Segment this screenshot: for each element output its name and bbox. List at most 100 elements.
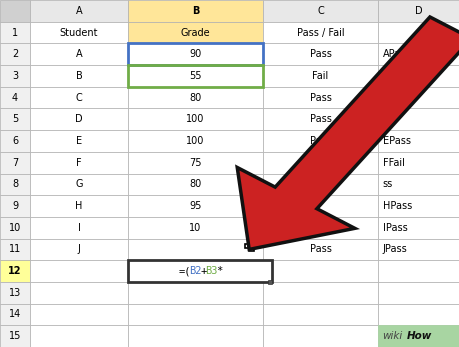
Text: 2: 2 xyxy=(12,49,18,59)
Text: 80: 80 xyxy=(189,93,201,103)
Bar xyxy=(263,108,377,130)
Bar xyxy=(0,152,30,174)
Text: Pass: Pass xyxy=(309,93,331,103)
Text: Pass: Pass xyxy=(309,49,331,59)
Bar xyxy=(263,282,377,304)
Bar xyxy=(30,260,128,282)
Bar xyxy=(377,195,459,217)
Text: 11: 11 xyxy=(9,244,21,254)
Text: JPass: JPass xyxy=(382,244,407,254)
Bar xyxy=(128,22,263,43)
Bar xyxy=(263,22,377,43)
Text: 5: 5 xyxy=(12,114,18,124)
Text: HPass: HPass xyxy=(382,201,411,211)
Bar xyxy=(128,152,263,174)
Text: s: s xyxy=(382,93,387,103)
Text: Fail: Fail xyxy=(312,71,328,81)
Bar xyxy=(263,0,377,22)
Bar xyxy=(0,174,30,195)
Text: H: H xyxy=(75,201,83,211)
Text: Pass: Pass xyxy=(309,114,331,124)
Text: Student: Student xyxy=(60,27,98,37)
Text: APass: APass xyxy=(382,49,410,59)
Text: Pass: Pass xyxy=(309,179,331,189)
Text: 100: 100 xyxy=(186,114,204,124)
Bar xyxy=(128,260,272,282)
Text: ass: ass xyxy=(382,114,398,124)
Bar xyxy=(0,325,30,347)
Text: =(: =( xyxy=(179,266,191,276)
Bar xyxy=(377,152,459,174)
Bar xyxy=(30,217,128,239)
Bar xyxy=(377,87,459,108)
Bar xyxy=(0,195,30,217)
Text: 9: 9 xyxy=(12,201,18,211)
Text: F: F xyxy=(76,158,82,168)
Bar xyxy=(128,282,263,304)
Bar xyxy=(0,43,30,65)
Polygon shape xyxy=(237,17,459,249)
Text: Pass / Fail: Pass / Fail xyxy=(296,27,344,37)
Bar xyxy=(128,65,263,87)
Text: G: G xyxy=(75,179,83,189)
Text: B3: B3 xyxy=(205,266,218,276)
Text: D: D xyxy=(414,6,422,16)
Text: E: E xyxy=(76,136,82,146)
Bar xyxy=(263,195,377,217)
Bar xyxy=(0,65,30,87)
Bar xyxy=(128,43,263,65)
Text: 90: 90 xyxy=(189,49,201,59)
Bar xyxy=(377,130,459,152)
Bar xyxy=(30,108,128,130)
Text: wiki: wiki xyxy=(382,331,402,341)
Bar xyxy=(128,43,263,65)
Text: 10: 10 xyxy=(9,223,21,233)
Bar xyxy=(377,22,459,43)
Bar xyxy=(128,0,263,22)
Bar xyxy=(30,0,128,22)
Text: B2: B2 xyxy=(189,266,202,276)
Bar xyxy=(30,239,128,260)
Bar xyxy=(263,325,377,347)
Bar xyxy=(30,282,128,304)
Bar xyxy=(377,239,459,260)
Bar xyxy=(263,260,377,282)
Bar xyxy=(377,65,459,87)
Text: *: * xyxy=(216,266,222,276)
Text: B: B xyxy=(75,71,82,81)
Text: IPass: IPass xyxy=(382,223,407,233)
Bar xyxy=(30,195,128,217)
Bar xyxy=(30,130,128,152)
Bar xyxy=(0,304,30,325)
Bar xyxy=(30,304,128,325)
Bar xyxy=(30,325,128,347)
Text: 4: 4 xyxy=(12,93,18,103)
Text: Pass: Pass xyxy=(309,223,331,233)
Bar xyxy=(263,304,377,325)
Text: Pass: Pass xyxy=(309,136,331,146)
Text: Pass: Pass xyxy=(309,244,331,254)
Bar xyxy=(377,174,459,195)
Text: EPass: EPass xyxy=(382,136,410,146)
Bar xyxy=(0,217,30,239)
Bar xyxy=(377,325,459,347)
Bar xyxy=(263,130,377,152)
Text: J: J xyxy=(78,244,80,254)
Bar xyxy=(263,43,377,65)
Bar xyxy=(128,87,263,108)
Text: 15: 15 xyxy=(9,331,21,341)
Text: 8: 8 xyxy=(12,179,18,189)
Bar xyxy=(377,0,459,22)
Bar xyxy=(263,65,377,87)
Text: D: D xyxy=(75,114,83,124)
Bar xyxy=(128,130,263,152)
Text: BFail: BFail xyxy=(382,71,405,81)
Bar xyxy=(0,108,30,130)
Text: B: B xyxy=(191,6,199,16)
Text: Grade: Grade xyxy=(180,27,210,37)
Bar xyxy=(377,260,459,282)
Bar xyxy=(377,325,459,347)
Bar xyxy=(377,108,459,130)
Bar xyxy=(263,217,377,239)
Bar xyxy=(30,174,128,195)
